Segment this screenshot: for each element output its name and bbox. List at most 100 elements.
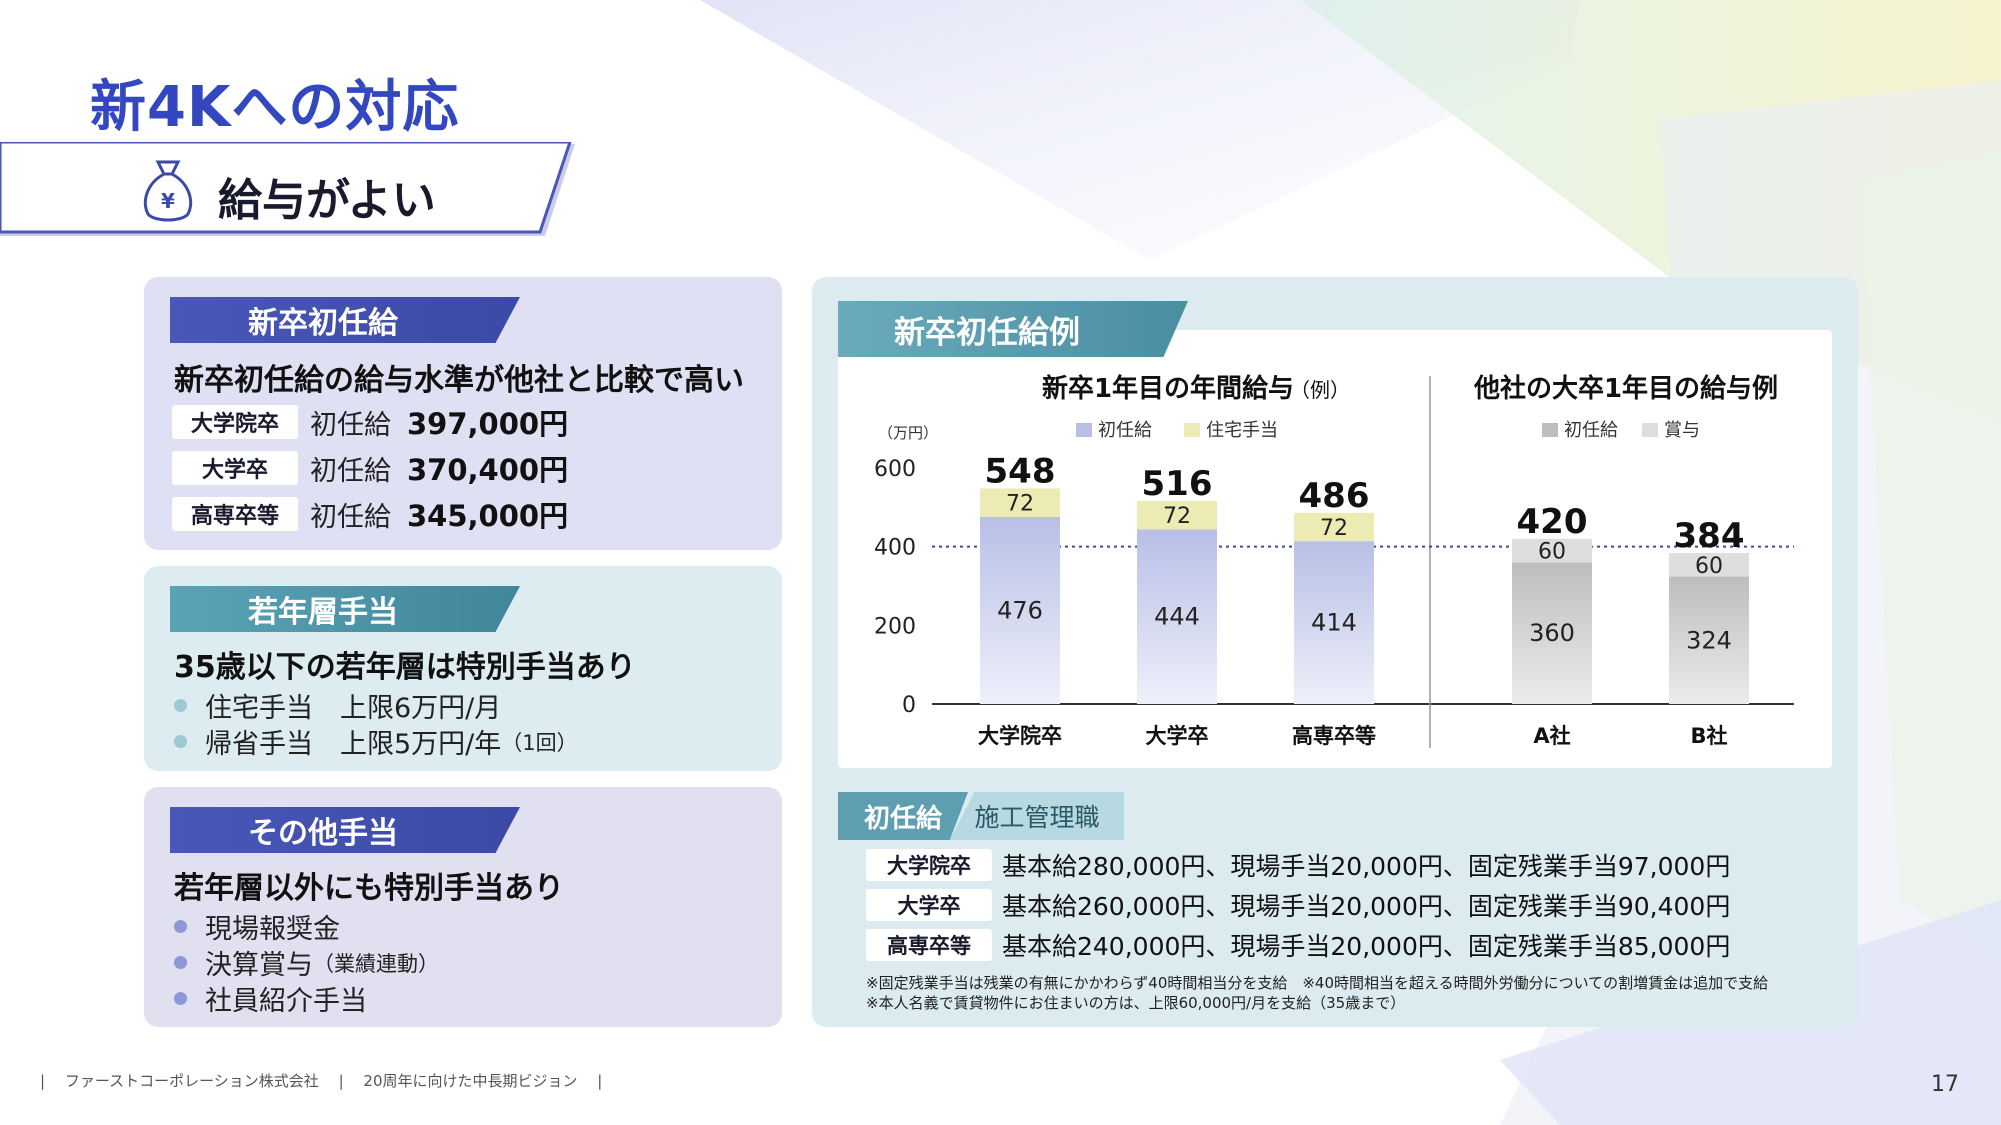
bar-value-label: 324 xyxy=(1686,626,1732,654)
initial-pay-tag-label: 初任給 xyxy=(838,792,968,840)
detail-text: 基本給240,000円、現場手当20,000円、固定残業手当85,000円 xyxy=(1002,932,1731,961)
bar-segment xyxy=(1512,538,1592,563)
x-tick-label: 高専卒等 xyxy=(1292,724,1376,748)
pay-value: 345,000円 xyxy=(407,499,569,533)
list-item: 住宅手当 上限6万円/月 xyxy=(174,686,501,725)
level-badge: 大学卒 xyxy=(866,889,992,921)
y-tick-label: 600 xyxy=(874,457,916,482)
youth-allowance-headline: 35歳以下の若年層は特別手当あり xyxy=(174,650,636,685)
list-item: 社員紹介手当 xyxy=(174,979,367,1018)
bar-value-label: 72 xyxy=(1163,504,1191,529)
list-item-text: 帰省手当 上限5万円/年 xyxy=(205,729,502,760)
chart-title-note: （例） xyxy=(1290,378,1350,402)
pay-row: 大学院卒 初任給 397,000円 xyxy=(172,404,569,441)
youth-allowance-tag: 若年層手当 xyxy=(170,586,520,632)
bar-value-label: 72 xyxy=(1006,492,1034,517)
list-item-note: （1回） xyxy=(501,730,578,755)
bullet-icon xyxy=(174,992,187,1005)
legend-label: 住宅手当 xyxy=(1206,420,1278,441)
chart-title: 新卒1年目の年間給与 xyxy=(1042,373,1294,404)
bar-value-label: 414 xyxy=(1311,609,1357,637)
bar-total-label: 384 xyxy=(1674,516,1745,556)
bar-value-label: 360 xyxy=(1529,619,1575,647)
footnote: ※固定残業手当は残業の有無にかかわらず40時間相当分を支給 ※40時間相当を超え… xyxy=(866,974,1769,992)
bar-total-label: 420 xyxy=(1517,502,1588,542)
level-badge: 大学卒 xyxy=(172,451,298,485)
pay-label: 初任給 xyxy=(310,409,391,441)
bullet-icon xyxy=(174,699,187,712)
bullet-icon xyxy=(174,956,187,969)
pay-label: 初任給 xyxy=(310,501,391,533)
bar-segment xyxy=(1137,529,1217,704)
y-tick-label: 0 xyxy=(902,693,916,718)
chart-title: 他社の大卒1年目の給与例 xyxy=(1473,373,1778,404)
legend-swatch xyxy=(1642,423,1658,437)
starting-pay-tag: 新卒初任給 xyxy=(170,297,520,343)
section-banner xyxy=(0,142,575,236)
chart-tag: 新卒初任給例 xyxy=(838,301,1188,357)
svg-text:¥: ¥ xyxy=(161,189,175,213)
bar-segment xyxy=(1294,541,1374,704)
legend-swatch xyxy=(1542,423,1558,437)
initial-pay-tag-role: 施工管理職 xyxy=(950,792,1124,840)
page-number: 17 xyxy=(1931,1072,1959,1097)
legend-swatch xyxy=(1076,423,1092,437)
level-badge: 大学院卒 xyxy=(866,849,992,881)
level-badge: 高専卒等 xyxy=(866,929,992,961)
footnote: ※本人名義で賃貸物件にお住まいの方は、上限60,000円/月を支給（35歳まで） xyxy=(866,994,1406,1012)
list-item-text: 現場報奨金 xyxy=(205,914,340,945)
list-item-note: （業績連動） xyxy=(313,951,439,976)
x-tick-label: A社 xyxy=(1533,724,1570,748)
bullet-icon xyxy=(174,920,187,933)
bar-value-label: 72 xyxy=(1320,516,1348,541)
pay-value: 370,400円 xyxy=(407,453,569,487)
pay-row: 大学卒 初任給 370,400円 xyxy=(172,450,569,487)
level-badge: 高専卒等 xyxy=(172,497,298,531)
footer-doc: 20周年に向けた中長期ビジョン xyxy=(363,1072,578,1090)
footer-company: ファーストコーポレーション株式会社 xyxy=(64,1072,319,1090)
other-allowance-headline: 若年層以外にも特別手当あり xyxy=(174,871,564,906)
list-item-text: 住宅手当 上限6万円/月 xyxy=(205,693,502,724)
starting-pay-card: 新卒初任給 新卒初任給の給与水準が他社と比較で高い 大学院卒 初任給 397,0… xyxy=(144,277,782,550)
money-bag-icon: ¥ xyxy=(143,160,193,222)
bar-segment xyxy=(1669,552,1749,577)
bar-total-label: 548 xyxy=(985,451,1056,491)
list-item-text: 決算賞与 xyxy=(205,950,313,981)
x-tick-label: 大学卒 xyxy=(1146,724,1209,748)
x-tick-label: 大学院卒 xyxy=(978,724,1062,748)
y-axis-label: （万円） xyxy=(878,424,938,442)
chart-area: 新卒1年目の年間給与 （例） 他社の大卒1年目の給与例 初任給 住宅手当 初任給 賞与 （万円… xyxy=(838,330,1832,768)
detail-row: 大学卒 基本給260,000円、現場手当20,000円、固定残業手当90,400… xyxy=(866,887,1730,923)
level-badge: 大学院卒 xyxy=(172,405,298,439)
bar-value-label: 444 xyxy=(1154,603,1200,631)
detail-text: 基本給280,000円、現場手当20,000円、固定残業手当97,000円 xyxy=(1002,852,1731,881)
y-tick-label: 200 xyxy=(874,614,916,639)
page-title: 新4Kへの対応 xyxy=(90,75,460,140)
list-item: 現場報奨金 xyxy=(174,907,340,946)
bar-segment xyxy=(1294,512,1374,542)
bar-segment xyxy=(1512,562,1592,704)
pay-label: 初任給 xyxy=(310,455,391,487)
bar-segment xyxy=(1669,576,1749,704)
bar-total-label: 516 xyxy=(1142,464,1213,504)
pay-value: 397,000円 xyxy=(407,407,569,441)
bullet-icon xyxy=(174,735,187,748)
list-item: 帰省手当 上限5万円/年 （1回） xyxy=(174,722,578,761)
detail-row: 大学院卒 基本給280,000円、現場手当20,000円、固定残業手当97,00… xyxy=(866,847,1730,883)
bar-segment xyxy=(1137,501,1217,530)
list-item: 決算賞与 （業績連動） xyxy=(174,943,439,982)
initial-pay-tag: 初任給 施工管理職 xyxy=(838,792,1124,840)
bar-value-label: 476 xyxy=(997,596,1043,624)
footer-separator: | xyxy=(582,1072,603,1090)
bar-value-label: 60 xyxy=(1538,540,1566,565)
bar-segment xyxy=(980,488,1060,517)
bar-segment xyxy=(980,516,1060,704)
bar-value-label: 60 xyxy=(1695,554,1723,579)
legend-swatch xyxy=(1184,423,1200,437)
legend-label: 初任給 xyxy=(1564,420,1618,441)
pay-row: 高専卒等 初任給 345,000円 xyxy=(172,496,569,533)
x-tick-label: B社 xyxy=(1690,724,1727,748)
other-allowance-tag: その他手当 xyxy=(170,807,520,853)
y-tick-label: 400 xyxy=(874,536,916,561)
